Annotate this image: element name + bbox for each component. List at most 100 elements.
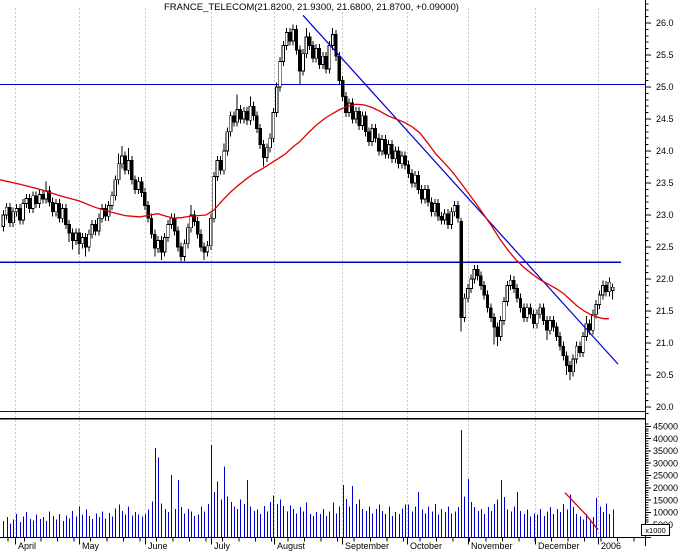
candle-body <box>403 155 407 166</box>
candle-body <box>396 150 401 165</box>
candle-body <box>225 131 229 152</box>
month-label: November <box>471 541 513 551</box>
candle-body <box>27 197 32 210</box>
candle-body <box>330 34 335 46</box>
candle-body <box>143 192 147 206</box>
candle-body <box>400 155 404 165</box>
candle-body <box>11 211 15 224</box>
candle-body <box>97 217 101 232</box>
candle-body <box>386 144 391 155</box>
candle-body <box>591 313 595 331</box>
candle-body <box>515 288 519 299</box>
volume-bars <box>3 429 614 537</box>
candle-body <box>419 188 424 200</box>
candle-body <box>304 36 309 55</box>
candle-body <box>482 284 486 296</box>
candle-body <box>462 297 467 318</box>
price-tick-label: 24.0 <box>656 146 674 156</box>
candle-body <box>130 160 134 181</box>
candle-body <box>199 233 203 248</box>
candle-body <box>393 150 397 160</box>
candle-body <box>439 215 444 221</box>
candle-body <box>298 49 302 72</box>
candle-body <box>93 224 98 232</box>
candle-body <box>383 139 388 155</box>
candle-body <box>538 307 542 315</box>
candle-body <box>410 172 414 184</box>
candle-body <box>70 232 75 241</box>
candle-body <box>377 137 381 152</box>
candle-body <box>301 53 305 72</box>
candle-body <box>291 28 295 42</box>
candle-body <box>416 174 421 190</box>
candle-body <box>423 188 427 200</box>
candle-body <box>551 320 556 328</box>
volume-tick-label: 20000 <box>653 483 678 493</box>
candle-body <box>466 288 470 299</box>
candle-body <box>324 55 328 70</box>
candle-body <box>452 204 457 213</box>
candle-body <box>238 109 243 120</box>
price-tick-label: 23.0 <box>656 210 674 220</box>
candle-body <box>502 300 506 321</box>
candle-body <box>357 110 361 126</box>
candle-body <box>57 203 61 219</box>
candle-body <box>347 102 351 114</box>
candle-body <box>288 32 292 42</box>
candle-body <box>472 268 477 280</box>
candle-body <box>169 217 173 225</box>
support-resistance-lines <box>0 83 646 413</box>
candle-body <box>103 208 108 217</box>
candle-body <box>373 128 378 139</box>
candle-body <box>120 155 124 165</box>
candle-body <box>449 211 453 226</box>
price-tick-label: 23.5 <box>656 178 674 188</box>
candle-body <box>218 160 223 171</box>
volume-tick-label: 25000 <box>653 471 678 481</box>
candle-body <box>380 139 384 152</box>
downtrend-line <box>302 14 619 365</box>
candle-body <box>505 284 509 302</box>
candle-body <box>274 86 279 114</box>
candle-body <box>558 336 562 347</box>
candle-body <box>363 115 368 133</box>
candle-body <box>561 345 565 357</box>
price-tick-label: 22.0 <box>656 274 674 284</box>
volume-tick-label: 15000 <box>653 495 678 505</box>
price-tick-label: 20.5 <box>656 370 674 380</box>
candle-body <box>459 220 463 318</box>
candle-body <box>512 279 516 289</box>
candle-body <box>541 307 546 321</box>
volume-multiplier-label: x1000 <box>645 526 665 535</box>
candle-body <box>192 214 197 222</box>
candle-body <box>18 208 22 221</box>
candle-body <box>284 32 289 46</box>
chart-title: FRANCE_TELECOM(21.8200, 21.9300, 21.6800… <box>164 2 459 13</box>
volume-tick-label: 35000 <box>653 446 678 456</box>
candle-body <box>413 174 417 184</box>
candle-body <box>340 80 345 97</box>
candle-body <box>110 195 114 206</box>
candle-body <box>87 233 91 248</box>
candle-body <box>327 45 332 70</box>
candle-body <box>172 217 177 232</box>
candle-body <box>123 155 127 171</box>
candle-body <box>469 278 473 290</box>
candle-body <box>489 307 493 318</box>
candle-body <box>604 284 608 293</box>
candle-body <box>156 240 160 249</box>
candle-body <box>360 115 365 126</box>
candle-body <box>337 55 341 81</box>
candle-body <box>242 110 246 120</box>
month-label: 2006 <box>601 541 621 551</box>
candle-body <box>212 176 216 219</box>
candle-body <box>607 281 612 293</box>
candle-body <box>159 240 164 253</box>
candle-body <box>442 213 447 221</box>
candle-body <box>485 294 490 309</box>
candle-body <box>205 245 210 253</box>
candle-body <box>153 233 157 249</box>
candle-body <box>574 345 579 360</box>
volume-multiplier-box: x1000 <box>641 524 670 536</box>
